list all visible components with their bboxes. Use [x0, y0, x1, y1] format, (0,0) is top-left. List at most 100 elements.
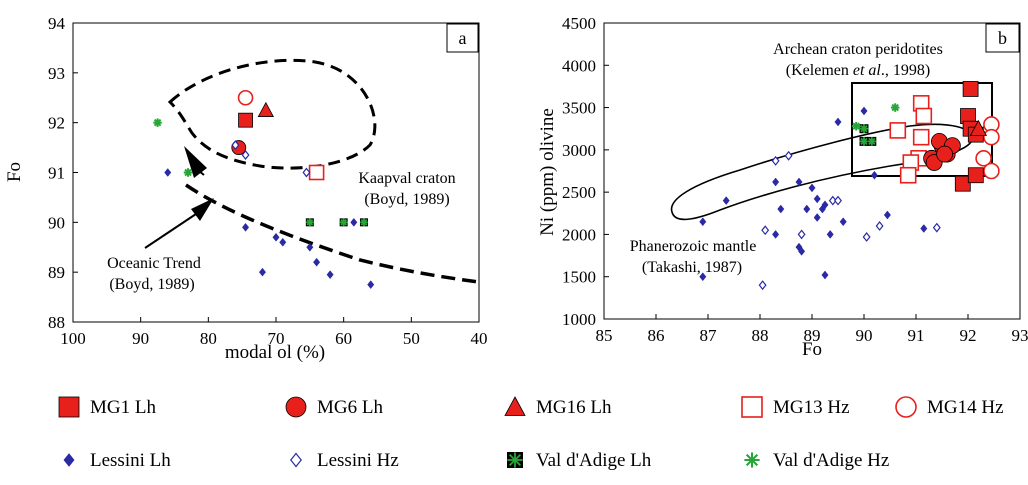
arrow-head-bottom: [191, 198, 214, 221]
panel-b-point-mg13-hz: [899, 166, 917, 184]
panel-b-point-lessini-lh: [798, 246, 806, 256]
panel-b-point-lessini-lh: [834, 117, 842, 127]
panel-a-y-axis-label: Fo: [4, 162, 25, 182]
panel-b-x-tick-label: 87: [700, 326, 718, 345]
panel-b-point-mg13-hz: [915, 107, 933, 125]
panel-b-x-tick-label: 86: [648, 326, 665, 345]
panel-a-point-mg16-lh: [257, 101, 275, 117]
panel-a-letter-box: [446, 23, 479, 53]
panel-b-point-lessini-hz: [862, 232, 871, 242]
panel-b-y-tick-label: 2500: [562, 183, 596, 202]
panel-b-point-mg14-hz: [983, 162, 1000, 180]
legend-marker-val-d-adige-lh: [507, 452, 523, 468]
panel-a-y-tick-label: 88: [48, 313, 65, 332]
panel-a-point-lessini-lh: [326, 270, 334, 280]
panel-a-y-ticks: 88 89 90 91 92 93 94: [48, 14, 78, 332]
panel-a-point-lessini-lh: [367, 280, 375, 290]
legend: MG1 Lh MG6 Lh MG16 Lh MG13 Hz MG14 Hz Lessini…: [58, 396, 1004, 471]
legend-label-lessini-lh: Lessini Lh: [90, 450, 171, 471]
panel-b-x-tick-label: 88: [752, 326, 769, 345]
panel-b-point-lessini-lh: [722, 196, 730, 206]
panel-a-point-lessini-hz: [302, 167, 311, 178]
legend-label-mg16-lh: MG16 Lh: [536, 397, 612, 418]
panel-a-point-lessini-lh: [272, 232, 280, 242]
panel-b-point-lessini-lh: [772, 177, 780, 187]
panel-a-point-val-d-adige-lh: [305, 218, 314, 227]
panel-a-point-mg14-hz: [237, 89, 254, 106]
panel-b-point-lessini-hz: [828, 195, 837, 206]
legend-label-mg13-hz: MG13 Hz: [773, 397, 850, 418]
panel-a-point-lessini-lh: [242, 222, 250, 232]
panel-a-point-mg13-hz: [308, 164, 325, 181]
panel-b-point-mg16-lh: [969, 119, 988, 136]
panel-b-y-tick-label: 4000: [562, 56, 596, 75]
panel-b-point-mg6-lh: [936, 145, 953, 163]
panel-a-point-lessini-lh: [350, 217, 358, 227]
legend-label-val-d-adige-hz: Val d'Adige Hz: [773, 450, 889, 471]
panel-b-point-lessini-lh: [777, 204, 785, 214]
panel-a-point-val-d-adige-hz: [183, 168, 193, 177]
panel-a-y-tick-label: 91: [48, 164, 65, 183]
oceanic-trend-arrow-bottom: [144, 209, 203, 249]
panel-a-points: [153, 89, 375, 290]
panel-b-point-lessini-hz: [834, 195, 842, 206]
panel-b-point-lessini-hz: [932, 222, 941, 233]
panel-b-point-lessini-lh: [772, 230, 780, 239]
panel-b-point-lessini-hz: [784, 150, 793, 161]
panel-a-point-lessini-lh: [306, 242, 314, 252]
arrow-head-top: [184, 146, 207, 178]
panel-a-x-tick-label: 90: [132, 329, 149, 348]
panel-a-point-lessini-lh: [164, 168, 172, 177]
panel-b-y-tick-label: 2000: [562, 225, 596, 244]
panel-b-point-mg1-lh: [962, 81, 979, 97]
legend-label-val-d-adige-lh: Val d'Adige Lh: [536, 450, 652, 471]
phanerozoic-citation: (Takashi, 1987): [642, 259, 742, 276]
panel-b-x-axis-label: Fo: [802, 339, 822, 360]
legend-marker-lessini-hz: [290, 452, 302, 468]
panel-b-x-ticks: 85 86 87 88 89 90 91 92 93: [596, 314, 1028, 345]
panel-a-x-tick-label: 40: [471, 329, 488, 348]
panel-a-x-ticks: 100 90 80 70 60 50 40: [60, 317, 488, 348]
panel-b-points: [699, 81, 1000, 291]
panel-b-y-tick-label: 1500: [562, 268, 596, 287]
panel-b-point-lessini-lh: [699, 272, 707, 282]
panel-a-point-mg1-lh: [238, 112, 253, 128]
archean-citation-c: ., 1998): [881, 62, 930, 79]
legend-marker-mg16-lh: [504, 396, 526, 416]
panel-a-y-tick-label: 90: [48, 213, 65, 232]
panel-a-point-lessini-lh: [313, 257, 321, 267]
panel-a-x-tick-label: 50: [403, 329, 420, 348]
panel-a-x-tick-label: 80: [200, 329, 217, 348]
kaapval-craton-field: [167, 58, 377, 170]
panel-b-point-lessini-hz: [875, 221, 884, 231]
oceanic-trend-curve: [185, 183, 480, 284]
archean-label: Archean craton peridotites: [773, 41, 943, 58]
panel-b-point-lessini-lh: [839, 217, 847, 227]
archean-citation-b: et al: [853, 62, 882, 79]
panel-b-point-mg13-hz: [912, 128, 930, 146]
legend-label-lessini-hz: Lessini Hz: [317, 450, 399, 471]
archean-citation: (Kelemen et al., 1998): [786, 62, 930, 79]
panel-b-point-lessini-hz: [761, 225, 770, 236]
panel-b-point-lessini-lh: [821, 270, 829, 280]
panel-b-point-val-d-adige-lh: [859, 136, 869, 146]
panel-a-letter: a: [459, 28, 467, 48]
panel-a-point-lessini-lh: [279, 237, 287, 247]
panel-b: 85 86 87 88 89 90 91 92 93 1000 1500 2000 2500 3000 3…: [537, 14, 1028, 360]
panel-b-point-val-d-adige-hz: [851, 121, 861, 131]
panel-b-y-tick-label: 3000: [562, 141, 596, 160]
phanerozoic-label: Phanerozoic mantle: [630, 238, 757, 255]
panel-b-point-lessini-lh: [795, 177, 803, 187]
panel-b-letter: b: [998, 28, 1007, 48]
panel-a-point-lessini-hz: [231, 140, 240, 151]
kaapval-label: Kaapval craton: [358, 170, 455, 187]
panel-a-y-tick-label: 93: [48, 64, 65, 83]
panel-b-y-ticks: 1000 1500 2000 2500 3000 3500 4000 4500: [562, 14, 609, 329]
panel-b-point-mg14-hz: [983, 128, 1000, 146]
panel-a: 100 90 80 70 60 50 40 88 89 90 91 92 93 94 a modal o…: [4, 14, 488, 363]
panel-b-y-axis-label: Ni (ppm) olivine: [537, 108, 558, 236]
panel-b-point-lessini-hz: [771, 155, 780, 166]
legend-label-mg1-lh: MG1 Lh: [90, 397, 156, 418]
panel-a-point-val-d-adige-hz: [153, 118, 162, 127]
